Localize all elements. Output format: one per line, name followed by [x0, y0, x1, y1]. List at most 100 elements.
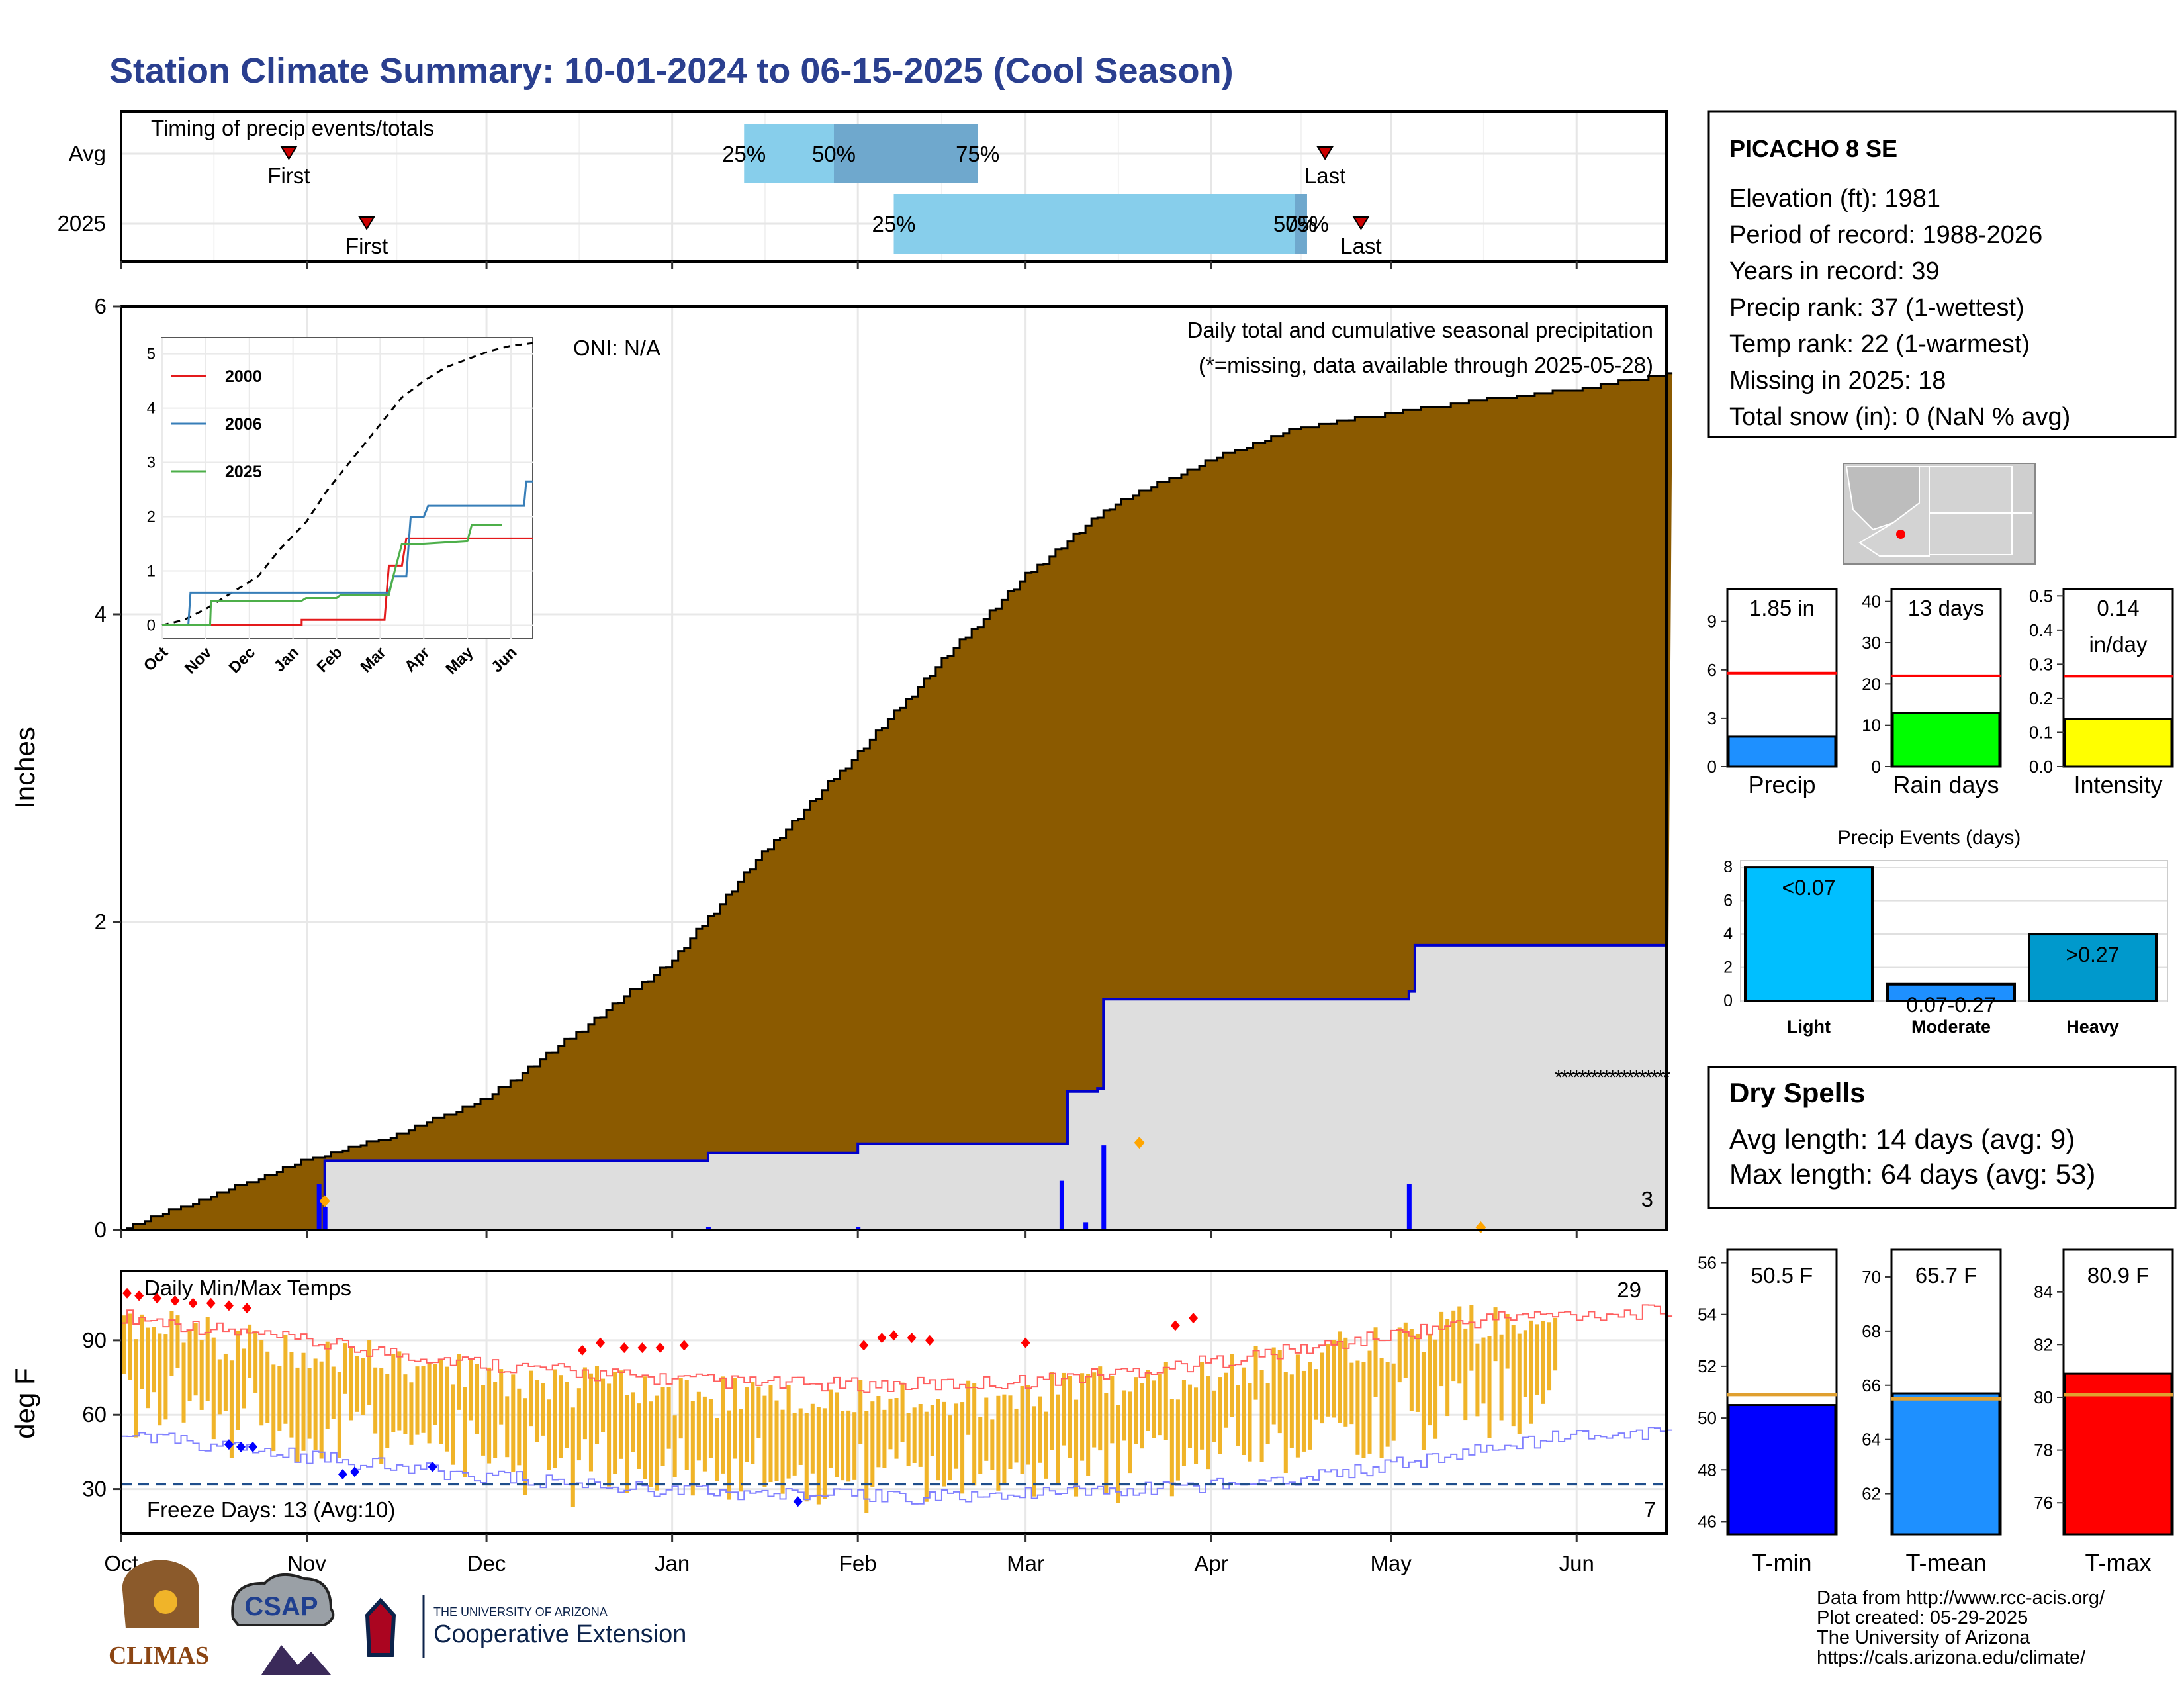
- daily-temp-bar: [169, 1311, 174, 1376]
- events-y-label: 2: [1723, 959, 1733, 977]
- daily-temp-bar: [852, 1412, 857, 1480]
- record-high-marker: [859, 1340, 869, 1351]
- month-label: Mar: [1007, 1551, 1044, 1575]
- month-label: Dec: [467, 1551, 506, 1575]
- daily-temp-bar: [1433, 1339, 1438, 1439]
- mini-bar-tick-label: 30: [1862, 633, 1881, 653]
- daily-precip-bar: [322, 1207, 328, 1230]
- footer-line: Plot created: 05-29-2025: [1817, 1607, 2028, 1628]
- temp-y-label: deg F: [9, 1368, 40, 1438]
- daily-temp-bar: [1259, 1370, 1264, 1462]
- daily-temp-bar: [1002, 1394, 1007, 1485]
- missing-note: (*=missing, data available through 2025-…: [1199, 353, 1653, 377]
- missing-marker: *: [1597, 1067, 1605, 1089]
- record-low-marker: [236, 1441, 246, 1452]
- daily-temp-bar: [1236, 1385, 1240, 1446]
- ua-a-mark: [365, 1597, 396, 1657]
- record-low-marker: [793, 1496, 803, 1507]
- daily-temp-bar: [924, 1411, 929, 1502]
- mini-bar-tick-label: 0.3: [2029, 654, 2053, 674]
- daily-temp-bar: [1158, 1374, 1162, 1436]
- temp-bar-label: T-max: [2085, 1549, 2151, 1576]
- temp-bar-value: [1727, 1404, 1837, 1536]
- daily-precip-bar: [1059, 1180, 1064, 1230]
- daily-temp-bar: [122, 1315, 126, 1374]
- daily-temp-bar: [1062, 1372, 1066, 1446]
- daily-temp-bar: [229, 1360, 234, 1458]
- daily-temp-bar: [475, 1364, 480, 1434]
- record-high-marker: [152, 1293, 162, 1304]
- y-tick-label: 4: [95, 602, 107, 626]
- missing-marker: *: [1585, 1067, 1593, 1089]
- month-label: Nov: [287, 1551, 326, 1575]
- avg-cumulative-line: [121, 372, 1673, 1231]
- daily-temp-bar: [421, 1366, 426, 1433]
- daily-temp-bar: [906, 1413, 911, 1466]
- daily-temp-bar: [780, 1409, 785, 1494]
- daily-temp-bar: [355, 1356, 360, 1412]
- daily-temp-bar: [1505, 1313, 1510, 1369]
- mini-bar-value-label: 1.85 in: [1749, 596, 1815, 620]
- daily-temp-bar: [1008, 1395, 1013, 1469]
- daily-temp-bar: [978, 1416, 983, 1474]
- daily-temp-bar: [1056, 1394, 1060, 1485]
- record-high-marker: [577, 1344, 587, 1356]
- daily-temp-bar: [469, 1360, 473, 1421]
- daily-temp-bar: [1044, 1411, 1048, 1479]
- daily-temp-bar: [529, 1370, 533, 1427]
- daily-temp-bar: [199, 1340, 204, 1410]
- daily-temp-bar: [739, 1409, 743, 1492]
- daily-temp-bar: [696, 1391, 701, 1461]
- daily-temp-bar: [1445, 1319, 1450, 1417]
- daily-temp-bar: [822, 1408, 827, 1500]
- record-low-marker: [428, 1461, 437, 1472]
- daily-temp-bar: [1050, 1372, 1054, 1450]
- timing-percentile-label: 50%: [812, 142, 856, 166]
- record-high-marker: [907, 1333, 917, 1344]
- daily-temp-bar: [786, 1385, 791, 1479]
- mini-bar-precip: 0 3 6 9 1.85 in Precip: [1707, 588, 1838, 798]
- daily-temp-bar: [1116, 1405, 1120, 1503]
- daily-temp-bar: [313, 1358, 318, 1450]
- daily-temp-bar: [1283, 1372, 1288, 1474]
- inset-series-2006: [162, 480, 533, 627]
- daily-temp-bar: [1032, 1406, 1036, 1497]
- temp-bar-t-max: 76 78 80 82 84 80.9 F T-max: [2034, 1248, 2174, 1576]
- record-low-marker: [349, 1466, 359, 1477]
- daily-temp-bar: [134, 1339, 138, 1438]
- daily-temp-bar: [1014, 1408, 1019, 1463]
- timing-percentile-label: 75%: [1285, 212, 1329, 236]
- inset-y-label: 4: [147, 400, 156, 418]
- record-low-marker: [248, 1441, 258, 1452]
- daily-temp-bar: [415, 1366, 420, 1435]
- mini-bar-tick-label: 0.5: [2029, 586, 2053, 606]
- record-low-marker: [338, 1469, 347, 1480]
- daily-temp-bar: [481, 1385, 486, 1456]
- daily-temp-bar: [1541, 1321, 1545, 1404]
- missing-marker: *: [1645, 1067, 1653, 1089]
- daily-temp-bar: [607, 1383, 612, 1487]
- daily-temp-bar: [517, 1388, 522, 1466]
- daily-temp-bar: [433, 1364, 437, 1425]
- mini-bar-value-label: 0.14: [2097, 596, 2139, 620]
- daily-temp-bar: [1511, 1325, 1516, 1427]
- daily-temp-bar: [690, 1401, 695, 1496]
- daily-temp-bar: [672, 1415, 677, 1477]
- timing-last-label: Last: [1304, 164, 1345, 188]
- daily-temp-bar: [163, 1334, 168, 1420]
- month-label: Feb: [839, 1551, 877, 1575]
- temp-bar-label: T-min: [1752, 1549, 1812, 1576]
- temp-bar-value-label: 80.9 F: [2087, 1263, 2150, 1288]
- daily-temp-bar: [1295, 1354, 1300, 1458]
- daily-temp-bar: [140, 1314, 144, 1389]
- event-category-label: Heavy: [2066, 1017, 2119, 1037]
- daily-temp-bar: [637, 1403, 641, 1469]
- daily-temp-bar: [930, 1405, 934, 1456]
- daily-temp-bar: [1110, 1376, 1115, 1444]
- ua-big-text: Cooperative Extension: [433, 1620, 686, 1648]
- temp-bar-tick-label: 54: [1698, 1305, 1717, 1325]
- climas-logo: CLIMAS: [109, 1560, 209, 1669]
- daily-temp-bar: [373, 1367, 378, 1434]
- daily-temp-bar: [439, 1360, 443, 1444]
- inset-y-label: 0: [147, 617, 156, 635]
